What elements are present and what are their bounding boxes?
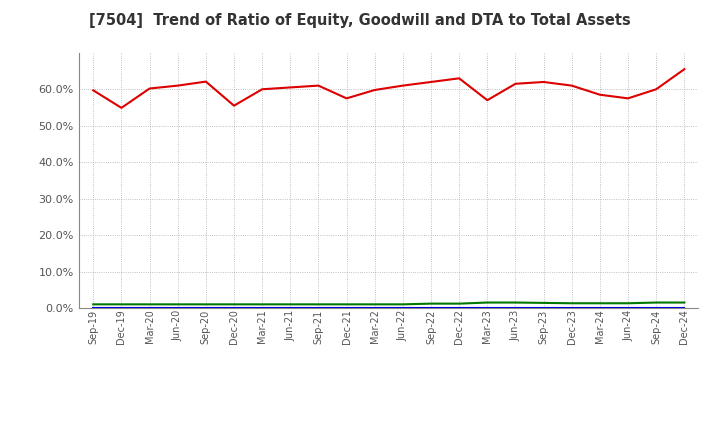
Goodwill (595, 305, 604, 311)
Equity (370, 88, 379, 93)
Goodwill (202, 305, 210, 311)
Equity (455, 76, 464, 81)
Equity (652, 87, 660, 92)
Goodwill (370, 305, 379, 311)
Deferred Tax Assets (230, 302, 238, 307)
Goodwill (652, 305, 660, 311)
Goodwill (539, 305, 548, 311)
Equity (286, 85, 294, 90)
Goodwill (483, 305, 492, 311)
Equity (342, 96, 351, 101)
Deferred Tax Assets (370, 302, 379, 307)
Goodwill (455, 305, 464, 311)
Deferred Tax Assets (567, 301, 576, 306)
Equity (539, 79, 548, 84)
Goodwill (286, 305, 294, 311)
Equity (174, 83, 182, 88)
Deferred Tax Assets (624, 301, 632, 306)
Deferred Tax Assets (258, 302, 266, 307)
Deferred Tax Assets (399, 302, 408, 307)
Deferred Tax Assets (145, 302, 154, 307)
Deferred Tax Assets (652, 300, 660, 305)
Goodwill (258, 305, 266, 311)
Deferred Tax Assets (539, 300, 548, 305)
Goodwill (342, 305, 351, 311)
Goodwill (89, 305, 98, 311)
Equity (202, 79, 210, 84)
Deferred Tax Assets (342, 302, 351, 307)
Equity (624, 96, 632, 101)
Equity (145, 86, 154, 91)
Equity (399, 83, 408, 88)
Line: Deferred Tax Assets: Deferred Tax Assets (94, 303, 684, 304)
Equity (230, 103, 238, 108)
Deferred Tax Assets (427, 301, 436, 306)
Deferred Tax Assets (202, 302, 210, 307)
Goodwill (680, 305, 688, 311)
Goodwill (399, 305, 408, 311)
Equity (680, 66, 688, 72)
Goodwill (145, 305, 154, 311)
Equity (314, 83, 323, 88)
Line: Equity: Equity (94, 69, 684, 108)
Equity (567, 83, 576, 88)
Goodwill (174, 305, 182, 311)
Equity (427, 79, 436, 84)
Equity (511, 81, 520, 86)
Equity (117, 105, 126, 110)
Goodwill (314, 305, 323, 311)
Deferred Tax Assets (314, 302, 323, 307)
Deferred Tax Assets (680, 300, 688, 305)
Deferred Tax Assets (117, 302, 126, 307)
Deferred Tax Assets (174, 302, 182, 307)
Goodwill (511, 305, 520, 311)
Equity (258, 87, 266, 92)
Text: [7504]  Trend of Ratio of Equity, Goodwill and DTA to Total Assets: [7504] Trend of Ratio of Equity, Goodwil… (89, 13, 631, 28)
Goodwill (117, 305, 126, 311)
Deferred Tax Assets (286, 302, 294, 307)
Equity (89, 88, 98, 93)
Equity (595, 92, 604, 97)
Equity (483, 98, 492, 103)
Goodwill (230, 305, 238, 311)
Deferred Tax Assets (455, 301, 464, 306)
Goodwill (624, 305, 632, 311)
Deferred Tax Assets (483, 300, 492, 305)
Deferred Tax Assets (511, 300, 520, 305)
Goodwill (567, 305, 576, 311)
Deferred Tax Assets (595, 301, 604, 306)
Deferred Tax Assets (89, 302, 98, 307)
Goodwill (427, 305, 436, 311)
